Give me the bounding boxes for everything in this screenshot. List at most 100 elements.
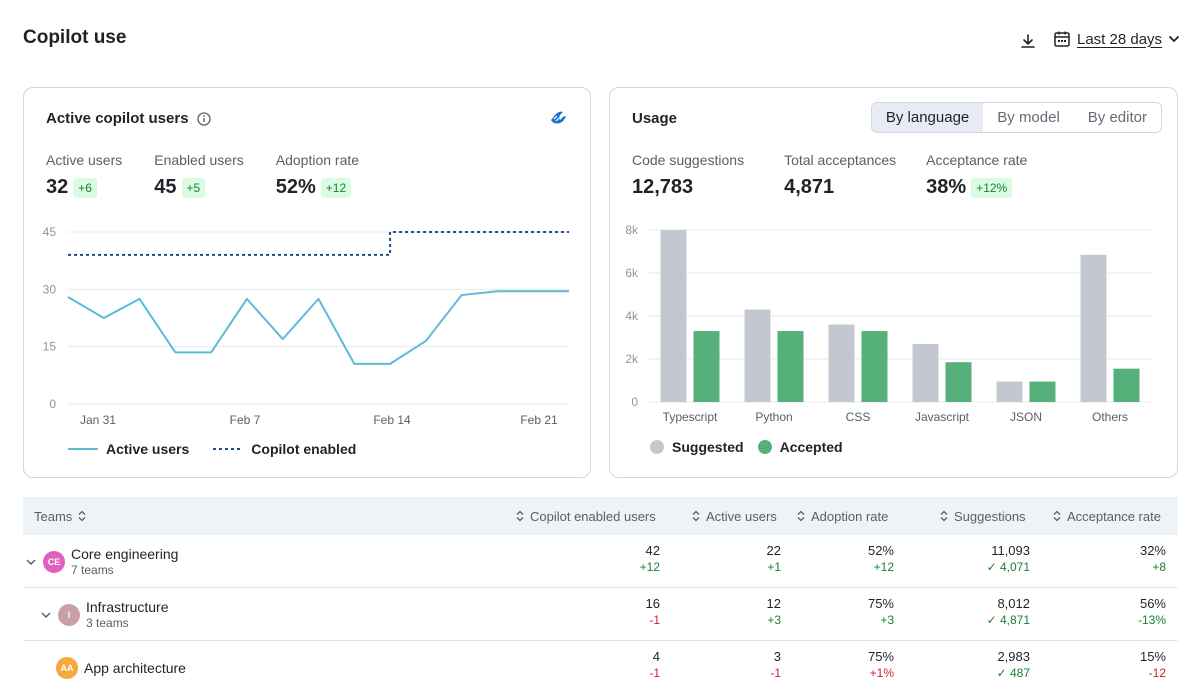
y-tick-label: 0 [49, 397, 56, 411]
page-title: Copilot use [23, 27, 127, 48]
stat-label: Enabled users [154, 152, 244, 168]
chevron-down-icon[interactable] [25, 556, 37, 568]
header-label: Active users [706, 508, 777, 524]
value: 2,983 [997, 649, 1030, 664]
header-active-users[interactable]: Active users [692, 497, 777, 535]
legend-label: Suggested [672, 439, 744, 455]
copilot-logo-icon[interactable] [548, 108, 568, 128]
y-tick-label: 8k [625, 223, 639, 237]
tab-by-editor[interactable]: By editor [1087, 109, 1147, 126]
delta: +1% [869, 666, 894, 680]
sort-icon [940, 510, 948, 522]
header-suggestions[interactable]: Suggestions [940, 497, 1026, 535]
suggestions-cell: 2,983 ✓ 487 [997, 649, 1030, 680]
tab-by-model[interactable]: By model [997, 109, 1060, 126]
header-enabled-users[interactable]: Copilot enabled users [516, 497, 656, 535]
stat-value: 32 [46, 176, 69, 198]
stat-code-suggestions: Code suggestions 12,783 [632, 152, 744, 199]
value: 42 [645, 543, 660, 558]
active-users-title: Active copilot users [46, 110, 189, 127]
delta-badge: +6 [73, 177, 97, 198]
value: 8,012 [997, 596, 1030, 611]
download-icon[interactable] [1018, 32, 1038, 52]
header-label: Copilot enabled users [530, 508, 656, 524]
acceptance-cell: 32% +8 [1140, 543, 1166, 574]
active-cell: 3 -1 [770, 649, 781, 680]
sort-icon [78, 510, 86, 522]
date-range-button[interactable]: Last 28 days [1053, 30, 1180, 48]
table-row[interactable]: CE Core engineering 7 teams 42 +12 22 +1 5… [23, 535, 1178, 588]
legend-dot [757, 440, 772, 454]
adoption-cell: 75% +1% [868, 649, 894, 680]
bar-accepted [693, 331, 720, 402]
adoption-cell: 75% +3 [868, 596, 894, 627]
active-users-card: Active copilot users Active users 32 +6 E… [23, 87, 591, 478]
stat-label: Total acceptances [784, 152, 897, 168]
value: 75% [867, 649, 894, 664]
stat-value: 4,871 [784, 176, 835, 198]
delta: -1 [770, 666, 781, 680]
card-title: Active copilot users [46, 110, 211, 127]
y-tick-label: 0 [631, 395, 638, 409]
legend-label: Active users [106, 441, 190, 457]
delta: -12 [1148, 666, 1166, 680]
y-tick-label: 4k [625, 309, 639, 323]
delta: +3 [767, 613, 781, 627]
bar-suggested [996, 381, 1023, 402]
stat-value: 52% [275, 176, 316, 198]
value: 52% [867, 543, 894, 558]
bar-accepted [945, 362, 972, 402]
header-label: Acceptance rate [1067, 508, 1161, 524]
chevron-down-icon[interactable] [40, 609, 52, 621]
adoption-cell: 52% +12 [868, 543, 894, 574]
bar-suggested [1080, 254, 1107, 402]
header-adoption-rate[interactable]: Adoption rate [797, 497, 888, 535]
legend-label: Accepted [779, 439, 843, 455]
value: 75% [867, 596, 894, 611]
header-label: Adoption rate [811, 508, 889, 524]
teams-table: Teams Copilot enabled users Active users… [23, 497, 1178, 683]
team-count: 3 teams [86, 616, 129, 630]
bar-suggested [828, 324, 855, 402]
delta: +12 [639, 560, 660, 574]
usage-bar-chart: 0 2k 4k 6k 8k Typescript Python CSS Javascript JS… [625, 223, 1152, 424]
header-acceptance-rate[interactable]: Acceptance rate [1053, 497, 1161, 535]
table-row[interactable]: I Infrastructure 3 teams 16 -1 12 +3 75% +3… [23, 588, 1178, 641]
legend-solid-line [68, 448, 98, 450]
tab-by-language[interactable]: By language [871, 103, 984, 132]
info-icon[interactable] [196, 111, 211, 126]
team-cell: I Infrastructure 3 teams [40, 588, 168, 641]
x-tick-label: Jan 31 [80, 413, 116, 427]
stat-adoption-rate: Adoption rate 52% +12 [276, 152, 359, 199]
value: 32% [1139, 543, 1166, 558]
legend-dot [650, 440, 664, 454]
acceptance-cell: 56% -13% [1138, 596, 1166, 627]
x-tick-label: Typescript [663, 410, 718, 424]
stat-value: 12,783 [632, 176, 694, 198]
header-teams[interactable]: Teams [34, 497, 86, 535]
table-row[interactable]: AA App architecture 4 -1 3 -1 75% +1% 2,983… [23, 641, 1178, 683]
bar-accepted [861, 331, 888, 402]
stat-enabled-users: Enabled users 45 +5 [154, 152, 244, 199]
legend-active-users: Active users [68, 441, 189, 457]
team-cell: CE Core engineering 7 teams [25, 535, 178, 588]
x-tick-label: Feb 7 [230, 413, 261, 427]
enabled-cell: 42 +12 [640, 543, 660, 574]
enabled-cell: 4 -1 [649, 649, 660, 680]
sort-icon [692, 510, 700, 522]
team-name[interactable]: Core engineering [71, 546, 179, 562]
stat-label: Active users [46, 152, 123, 168]
sort-icon [516, 510, 524, 522]
delta-badge: +12 [320, 177, 352, 198]
enabled-cell: 16 -1 [646, 596, 660, 627]
delta-badge: +5 [181, 177, 206, 198]
x-tick-label: Others [1092, 410, 1128, 424]
avatar: CE [43, 550, 65, 573]
date-range-label: Last 28 days [1077, 30, 1163, 48]
active-cell: 22 +1 [767, 543, 781, 574]
series-copilot-enabled-line [68, 231, 569, 256]
avatar: I [58, 603, 80, 626]
team-name[interactable]: Infrastructure [86, 599, 169, 615]
team-name[interactable]: App architecture [84, 659, 186, 676]
value: 12 [766, 596, 781, 611]
